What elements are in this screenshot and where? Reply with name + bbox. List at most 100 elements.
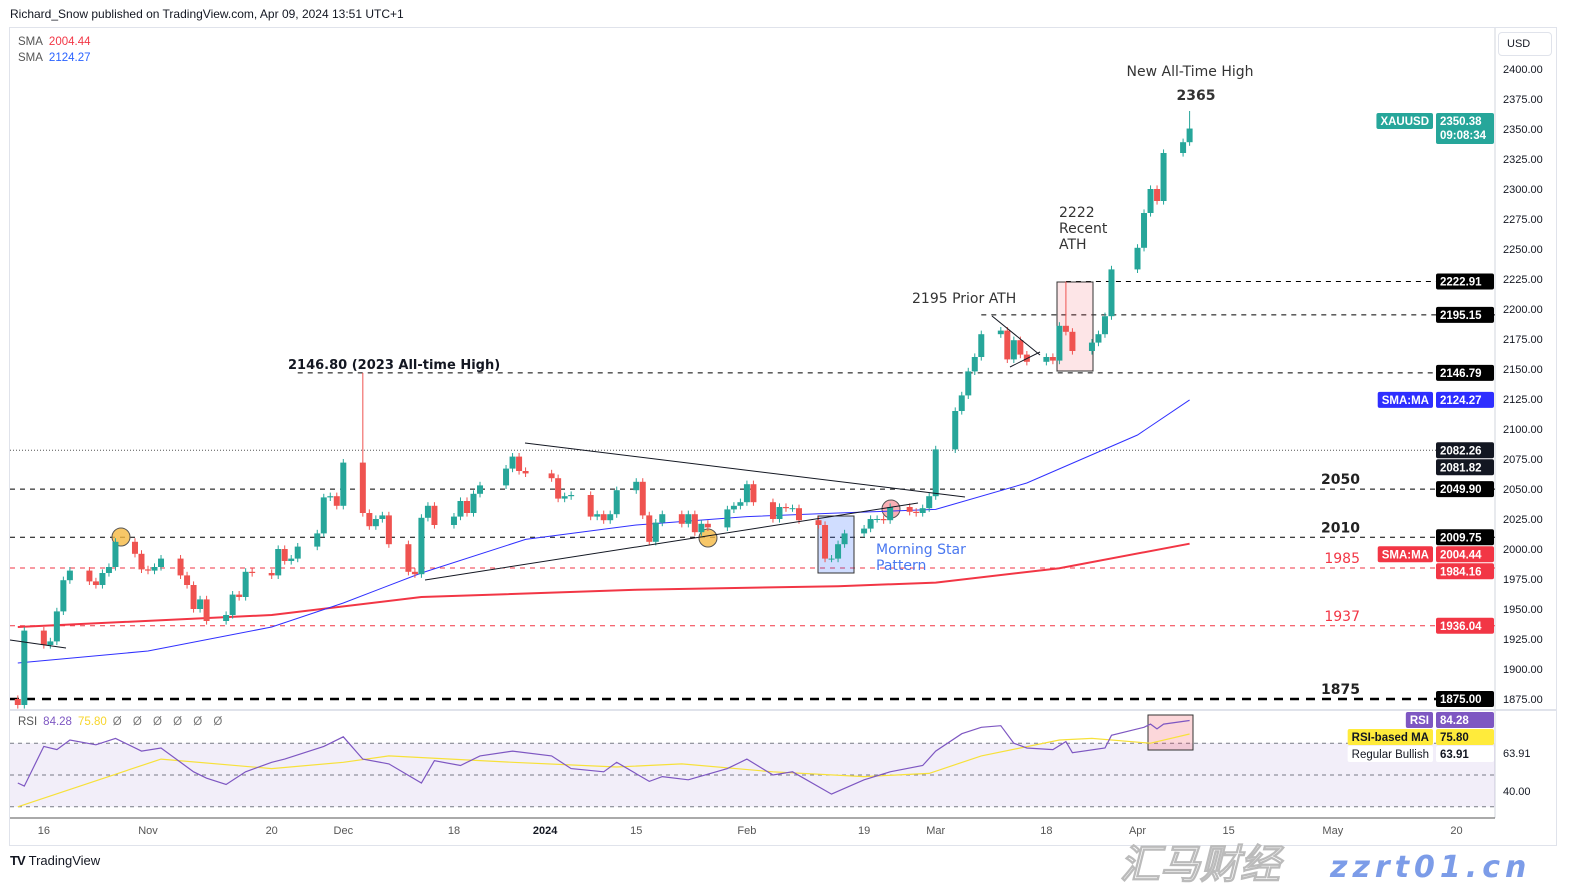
candle-body [691,514,698,533]
candle-body [229,594,236,615]
candle-body [320,497,327,534]
candle [431,502,438,529]
candle [405,540,412,576]
candle [314,529,321,551]
candle-body [958,395,965,411]
y-tick-label: 2300.00 [1503,184,1543,196]
sma-fast-label[interactable]: SMA [18,52,43,64]
candle [704,520,711,531]
sma-legend: SMA 2004.44 SMA 2124.27 [18,34,91,66]
candle-body [21,630,28,705]
candle-body [750,484,757,503]
candle [21,627,28,709]
price-level-axis-label: 2049.90 [1440,484,1482,496]
candle [789,504,796,512]
candle-body [776,507,783,519]
candle-body [724,509,731,528]
candle-body [86,570,93,582]
candle-body [138,553,145,570]
candle [385,511,392,548]
candle-body [828,558,835,560]
x-tick-label: May [1322,825,1343,837]
candle-body [1147,189,1154,213]
price-level-text: 1937 [1324,609,1360,625]
sma-slow-label[interactable]: SMA [18,36,43,48]
candle [913,508,920,517]
candle [613,486,620,518]
rsi-legend-label[interactable]: RSI [18,716,38,728]
candle [769,498,776,523]
candle-body [340,462,347,506]
y-tick-label: 2200.00 [1503,304,1543,316]
candle-body [105,567,112,573]
y-tick-label: 2075.00 [1503,454,1543,466]
candle-body [835,544,842,559]
x-tick-label: 19 [858,825,870,837]
candle [99,569,106,589]
candle-body [385,515,392,545]
candle [1134,244,1141,273]
candle-body [568,495,575,497]
candle-body [112,541,119,567]
candle [1180,138,1187,157]
candle [223,611,230,625]
candle-body [314,533,321,547]
trendline [991,315,1041,356]
sma-slow-axis-label-name-bg [1377,546,1433,563]
price-level-axis-label: 2195.15 [1440,310,1482,322]
footer-brand[interactable]: TradingView [28,853,101,868]
candle-body [1180,142,1187,153]
candle [60,576,67,615]
candle [724,505,731,531]
candle-body [1010,340,1017,360]
rsi-ma-line [17,733,1190,808]
candle-body [53,611,60,642]
candle [145,565,151,575]
candle [919,504,926,517]
candle-body [874,519,881,520]
candle [47,637,54,649]
y-tick-label: 2175.00 [1503,334,1543,346]
sma-fast-line [17,399,1190,664]
candle [53,607,60,645]
candle [822,521,829,563]
candle-body [47,641,54,645]
trendline [424,502,919,581]
candle [730,502,737,513]
sma-slow-axis-label-bg [1436,546,1494,563]
candle [281,545,288,565]
candle [470,490,477,517]
last-price: 2350.38 [1440,116,1482,128]
candle [450,513,457,529]
candle [1017,336,1024,359]
candle-body [1154,189,1161,201]
candle [184,571,191,589]
candle [1010,336,1017,363]
y-tick-label: 2050.00 [1503,484,1543,496]
rsi-ma-axis-label-bg [1436,729,1494,745]
candle [1004,327,1011,363]
candle-body [952,411,959,450]
last-price-name-bg [1376,113,1433,130]
candle [359,372,366,517]
candle [1141,209,1148,252]
rsi-legend-value: 84.28 [43,716,72,728]
candle-body [685,514,692,524]
candle [229,591,236,619]
candle-body [965,371,972,396]
price-level-axis-label-bg [1436,617,1494,634]
highlight-circle [111,527,131,547]
currency-button[interactable]: USD [1498,32,1552,56]
candle [66,567,73,584]
candle-body [815,520,822,525]
candle [685,510,692,528]
candle [203,595,210,625]
y-tick-label: 2325.00 [1503,154,1543,166]
candle [587,491,594,521]
last-price-bg [1436,113,1494,145]
candle [743,480,750,506]
candle [268,569,275,579]
footer: TV TradingView [10,853,100,868]
trendline [524,442,966,498]
